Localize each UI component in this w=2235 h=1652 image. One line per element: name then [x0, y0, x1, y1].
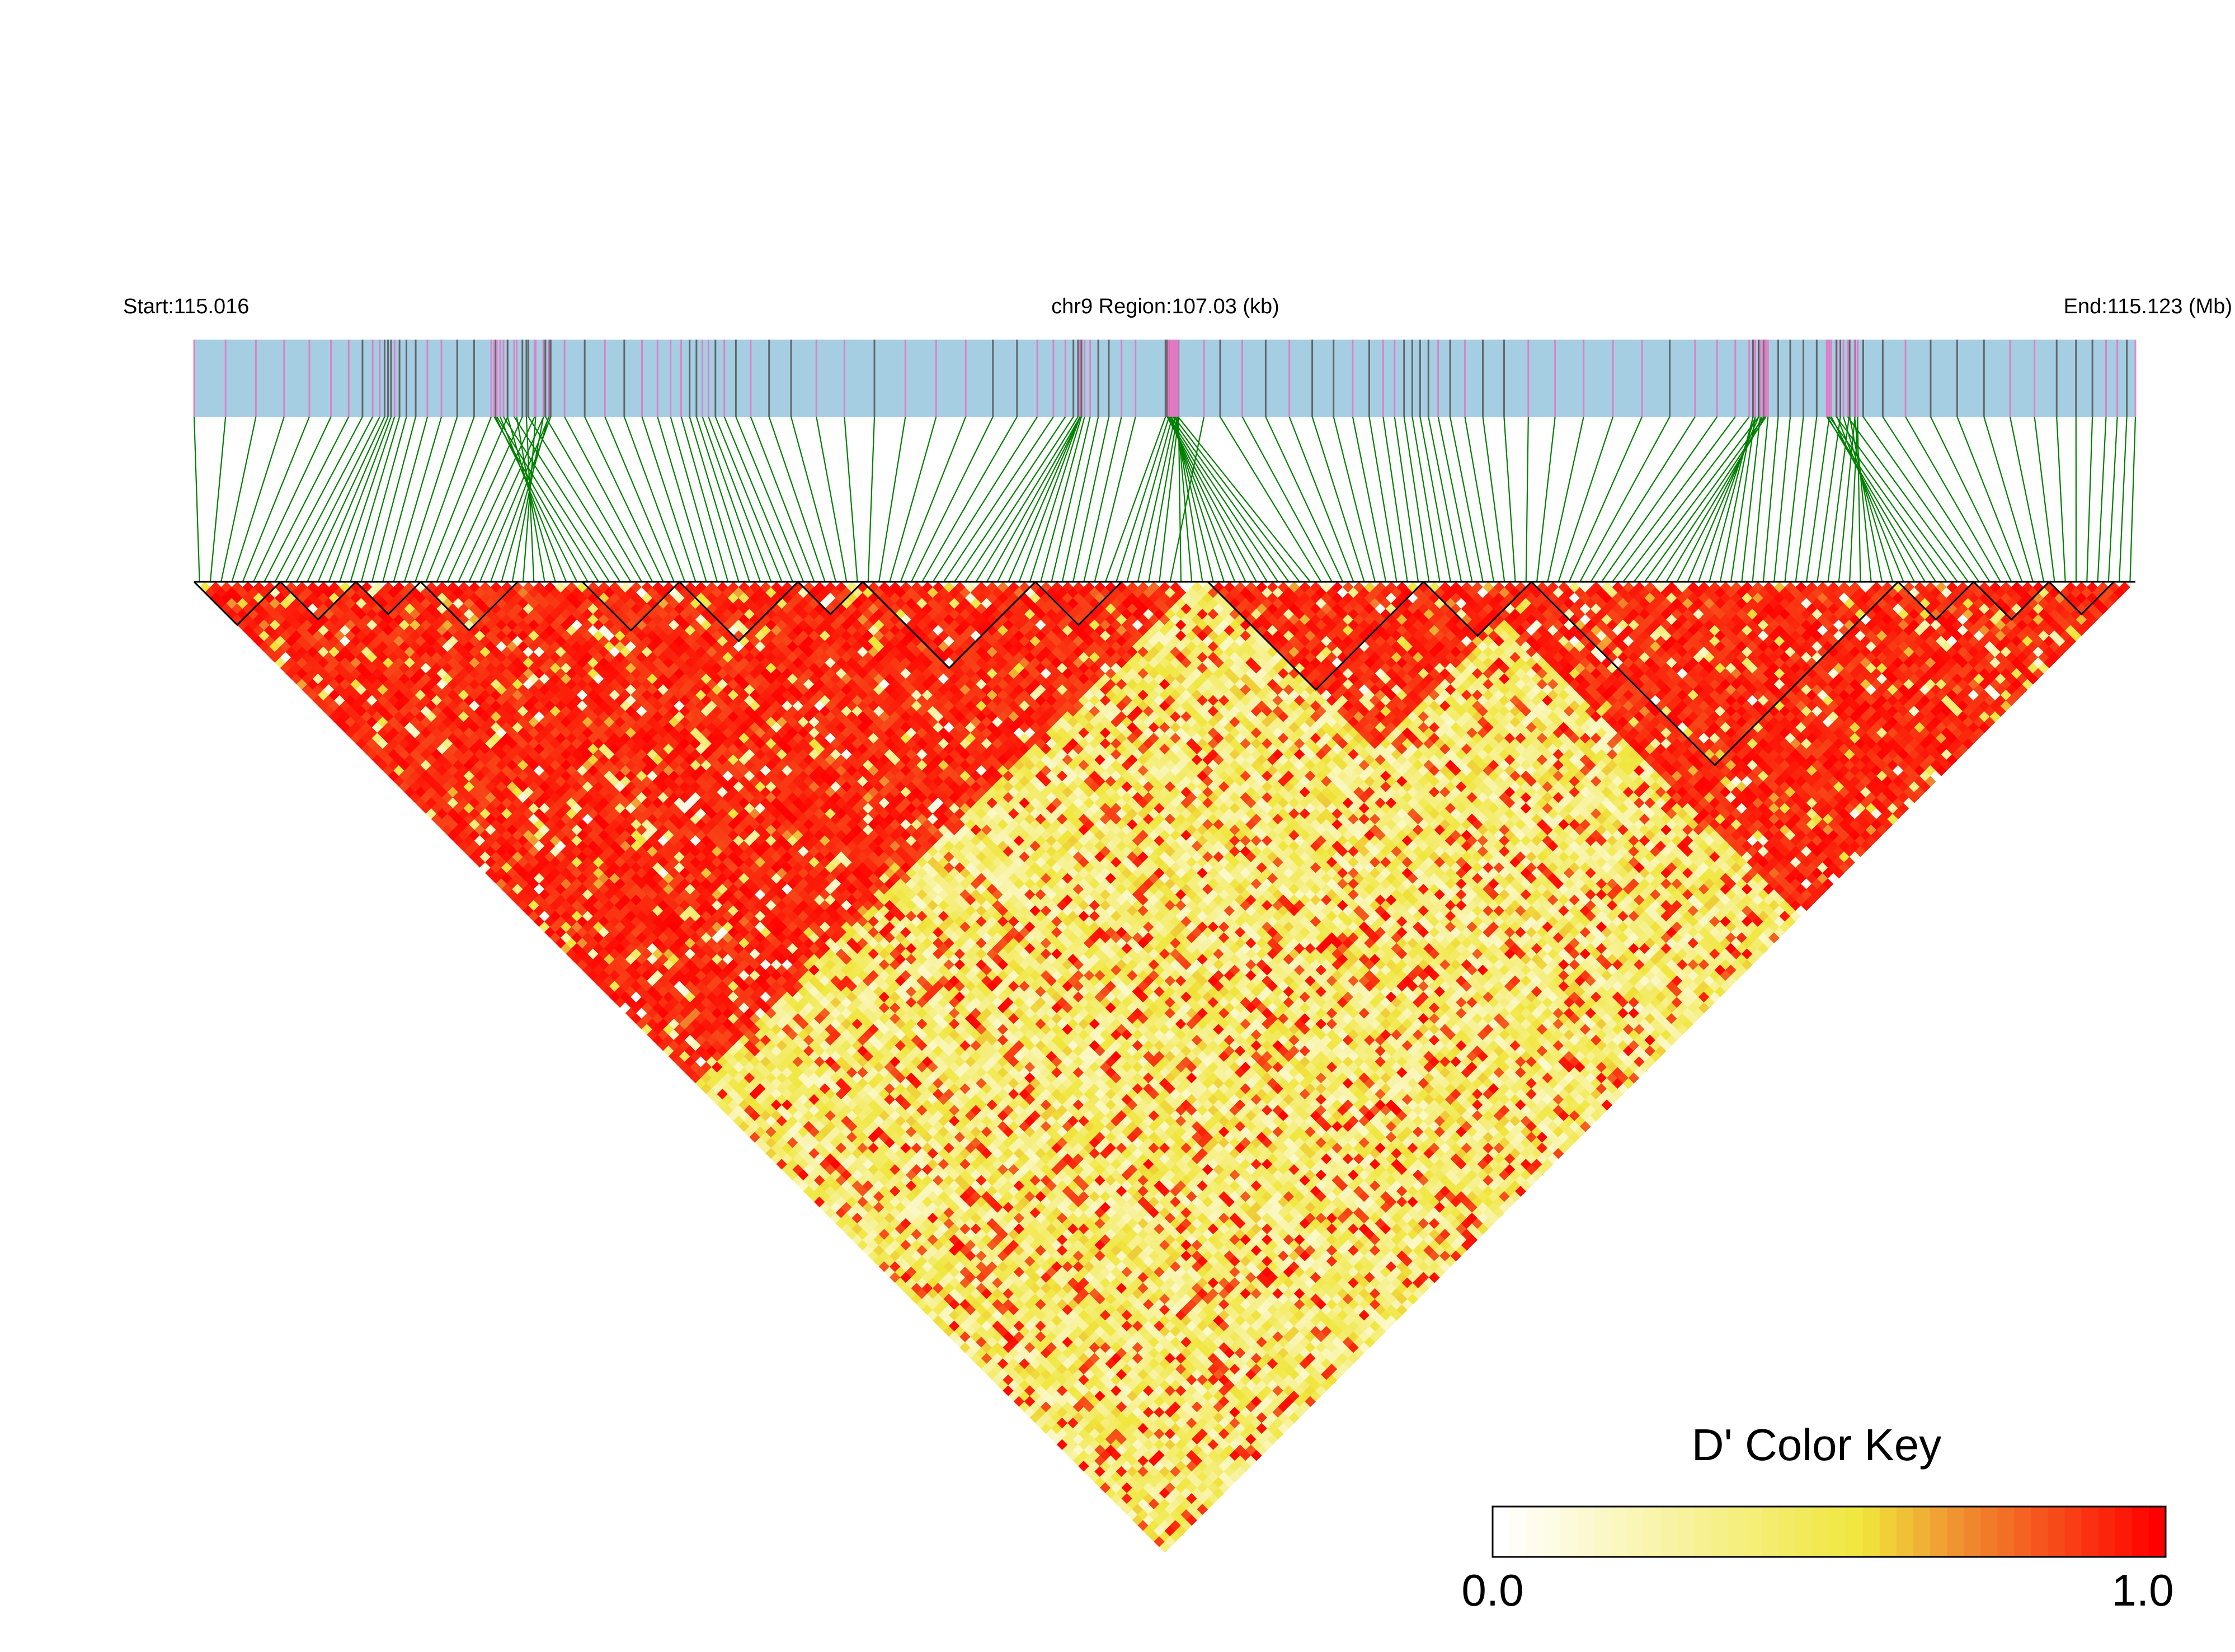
- region-header: Start:115.016 chr9 Region:107.03 (kb) En…: [123, 295, 2232, 318]
- snp-connector: [1984, 417, 2033, 582]
- snp-position-track: [194, 340, 2135, 417]
- snp-connector: [1084, 417, 1121, 582]
- snp-connector: [2087, 417, 2092, 582]
- snp-connector: [911, 417, 993, 582]
- snp-connector: [791, 417, 836, 582]
- snp-connector: [1537, 417, 1555, 582]
- snp-connector: [1465, 417, 1494, 582]
- snp-connector: [1602, 417, 1718, 582]
- snp-connector: [1828, 417, 1925, 582]
- ld-triangle-heatmap: [199, 582, 2130, 1553]
- snp-connector: [1547, 417, 1583, 582]
- snp-connector: [210, 417, 225, 582]
- snp-connector: [944, 417, 1053, 582]
- snp-connector: [901, 417, 966, 582]
- snp-connector: [1957, 417, 2022, 582]
- snp-connector: [361, 417, 407, 582]
- snp-connector: [624, 417, 685, 582]
- snp-connector: [1591, 417, 1695, 582]
- snp-connector: [1243, 417, 1332, 582]
- snp-connector: [2057, 417, 2065, 582]
- snp-connector: [372, 417, 416, 582]
- snp-connector: [1504, 417, 1515, 582]
- snp-connector: [194, 417, 200, 582]
- snp-connector: [1677, 417, 1762, 582]
- snp-connector: [1817, 417, 1840, 582]
- snp-connector: [1428, 417, 1461, 582]
- snp-connector: [1290, 417, 1354, 582]
- snp-connector: [1857, 417, 1860, 582]
- snp-connector: [868, 417, 874, 582]
- snp-connector: [816, 417, 846, 582]
- snp-connector: [1116, 417, 1169, 582]
- snp-connector: [1167, 417, 1267, 582]
- snp-connector: [1836, 417, 1957, 582]
- snp-connector: [1483, 417, 1505, 582]
- snp-connector: [1883, 417, 1989, 582]
- snp-connector: [933, 417, 1038, 582]
- snp-connector: [1174, 417, 1300, 582]
- snp-connector: [708, 417, 771, 582]
- snp-connector: [2119, 417, 2127, 582]
- snp-connector-lines: [194, 417, 2135, 582]
- snp-connector: [1634, 417, 1759, 582]
- snp-connector: [585, 417, 663, 582]
- snp-connector: [671, 417, 717, 582]
- snp-connector: [1526, 417, 1528, 582]
- start-label: Start:115.016: [123, 295, 249, 318]
- snp-connector: [1580, 417, 1669, 582]
- snp-connector: [1383, 417, 1407, 582]
- snp-connector: [2130, 417, 2135, 582]
- snp-connector: [1931, 417, 2011, 582]
- snp-connector: [1623, 417, 1749, 582]
- snp-connector: [383, 417, 427, 582]
- snp-connector: [1369, 417, 1396, 582]
- snp-connector: [1796, 417, 1817, 582]
- snp-connector: [1312, 417, 1364, 582]
- snp-connector: [1149, 417, 1177, 582]
- snp-connector: [221, 417, 256, 582]
- snp-connector: [394, 417, 441, 582]
- snp-connector: [351, 417, 400, 582]
- snp-connector: [844, 417, 857, 582]
- snp-connector: [1828, 417, 1850, 582]
- snp-connector: [769, 417, 825, 582]
- snp-connector: [890, 417, 936, 582]
- snp-connector: [1265, 417, 1343, 582]
- snp-connector: [736, 417, 803, 582]
- snp-connector: [2098, 417, 2106, 582]
- end-label: End:115.123 (Mb): [2064, 295, 2232, 318]
- snp-connector: [1806, 417, 1829, 582]
- snp-connector: [1127, 417, 1173, 582]
- snp-connector: [879, 417, 905, 582]
- snp-connector: [415, 417, 474, 582]
- snp-connector: [922, 417, 1017, 582]
- snp-connector: [2010, 417, 2044, 582]
- snp-connector: [1559, 417, 1613, 582]
- snp-connector: [2035, 417, 2055, 582]
- snp-connector: [1395, 417, 1418, 582]
- snp-connector: [404, 417, 457, 582]
- snp-connector: [2109, 417, 2118, 582]
- snp-connector: [987, 417, 1080, 582]
- snp-connector: [1720, 417, 1753, 582]
- snp-connector: [657, 417, 706, 582]
- region-label: chr9 Region:107.03 (kb): [1051, 295, 1279, 318]
- snp-connector: [716, 417, 782, 582]
